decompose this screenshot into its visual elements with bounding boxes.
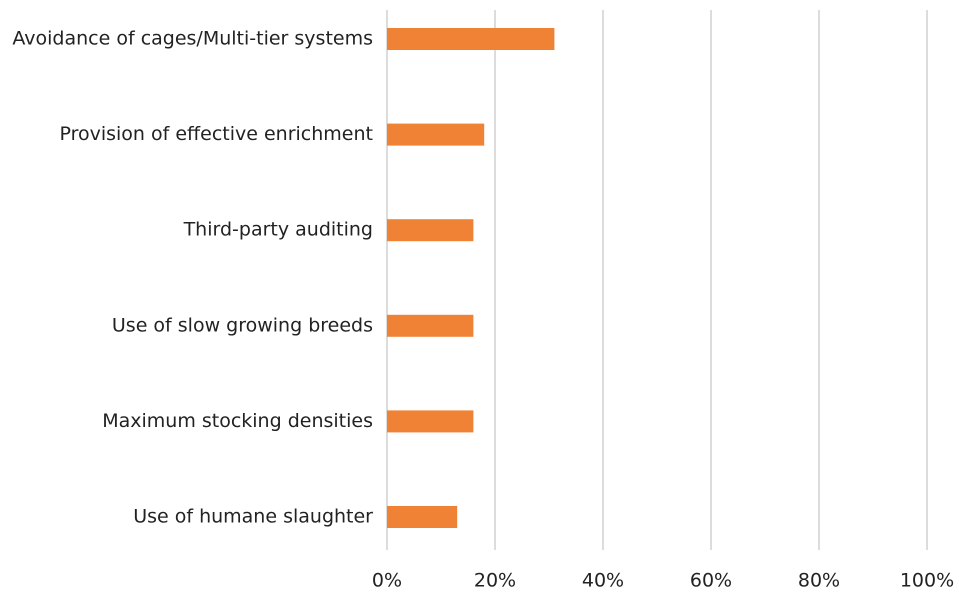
bar <box>387 219 474 242</box>
x-tick-label: 60% <box>690 570 732 592</box>
y-tick-label: Use of slow growing breeds <box>112 314 373 336</box>
bar <box>387 28 555 50</box>
x-tick-label: 20% <box>474 570 516 592</box>
x-tick-label: 100% <box>900 570 954 592</box>
y-tick-label: Provision of effective enrichment <box>59 123 373 145</box>
bar <box>387 506 458 528</box>
x-tick-label: 0% <box>372 570 402 592</box>
y-tick-label: Avoidance of cages/Multi-tier systems <box>12 28 373 50</box>
bar <box>387 410 474 433</box>
y-tick-label: Third-party auditing <box>183 219 373 241</box>
y-tick-label: Use of humane slaughter <box>133 506 373 528</box>
x-tick-label: 80% <box>798 570 840 592</box>
bar <box>387 314 474 337</box>
bar <box>387 123 485 146</box>
x-tick-label: 40% <box>582 570 624 592</box>
y-tick-label: Maximum stocking densities <box>102 410 373 432</box>
